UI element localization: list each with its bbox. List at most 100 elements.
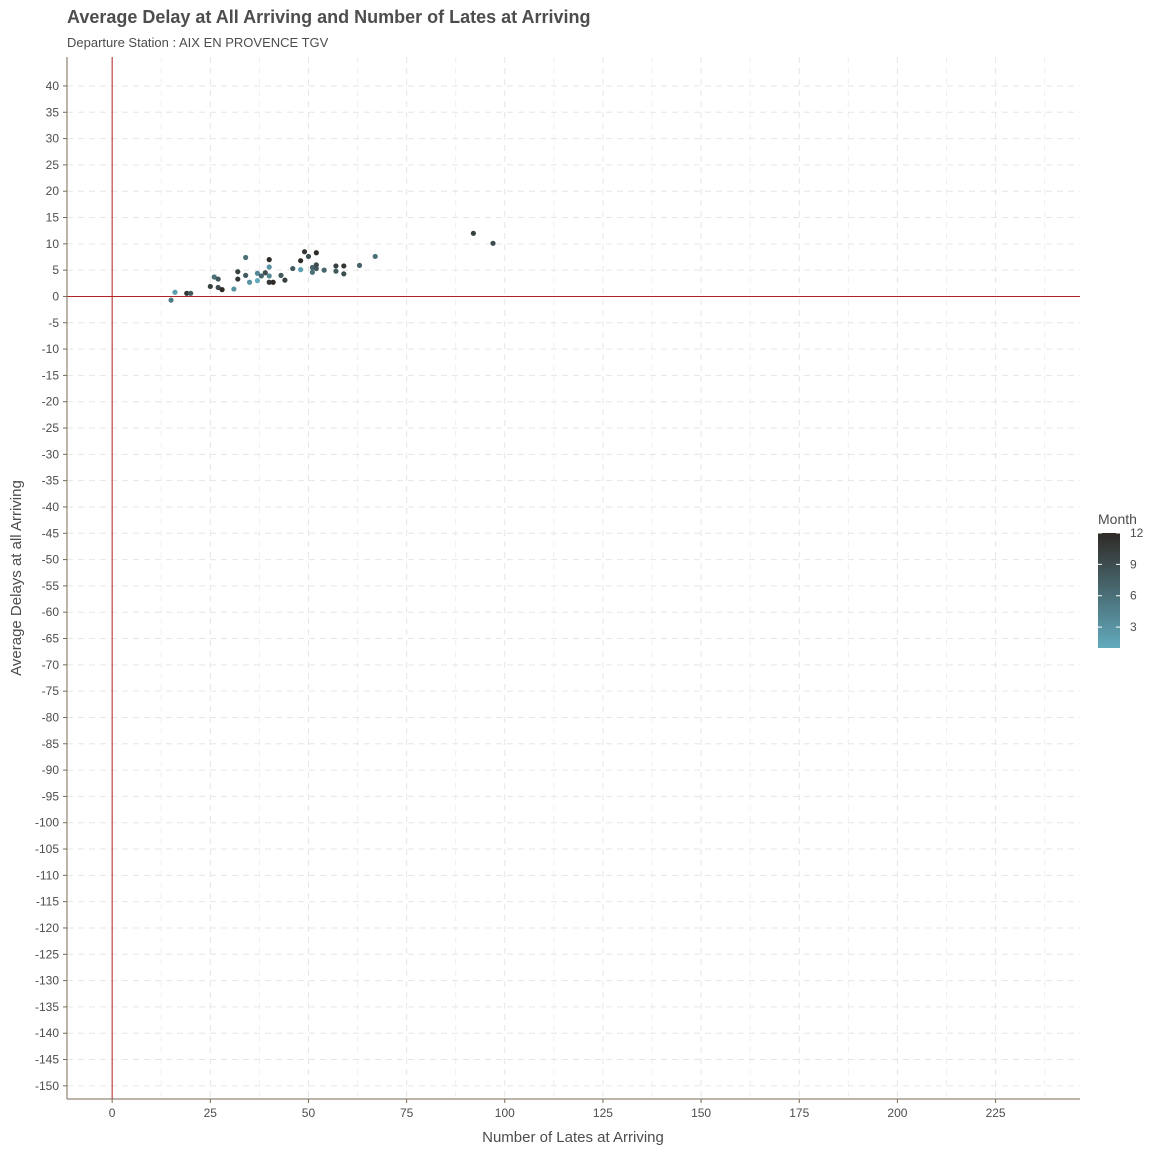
scatter-point <box>298 267 304 273</box>
scatter-point <box>246 279 253 285</box>
y-tick-label: -95 <box>42 789 60 803</box>
x-tick-label: 200 <box>887 1106 907 1120</box>
x-tick-label: 25 <box>204 1106 218 1120</box>
scatter-point <box>262 270 268 276</box>
x-tick-label: 225 <box>986 1106 1006 1120</box>
y-tick-label: -45 <box>42 526 60 540</box>
y-tick-label: -30 <box>42 447 60 461</box>
y-tick-label: 30 <box>46 132 60 146</box>
legend-ticks: 12 9 6 3 <box>1098 526 1144 634</box>
reference-lines <box>67 57 1080 1099</box>
scatter-point <box>309 269 315 275</box>
scatter-point <box>188 290 194 296</box>
scatter-point <box>172 289 178 295</box>
scatter-point <box>290 265 296 272</box>
grid-lines <box>67 57 1080 1099</box>
scatter-point <box>207 283 213 290</box>
scatter-point <box>243 254 249 261</box>
scatter-point <box>372 253 378 260</box>
x-tick-label: 125 <box>593 1106 613 1120</box>
scatter-point <box>184 290 190 296</box>
y-tick-label: -135 <box>35 1000 59 1014</box>
scatter-point <box>219 287 225 293</box>
y-tick-label: 0 <box>52 289 59 303</box>
y-tick-label: -115 <box>36 895 59 909</box>
scatter-point <box>211 274 217 280</box>
chart-subtitle: Departure Station : AIX EN PROVENCE TGV <box>67 35 329 50</box>
y-tick-label: -80 <box>42 710 60 724</box>
scatter-point <box>266 257 272 263</box>
y-tick-label: -50 <box>42 553 60 567</box>
scatter-point <box>266 264 272 270</box>
y-tick-label: -35 <box>42 474 60 488</box>
x-axis-title: Number of Lates at Arriving <box>482 1129 664 1146</box>
scatter-point <box>282 277 288 283</box>
y-tick-label: -15 <box>42 368 60 382</box>
y-tick-label: -55 <box>42 579 60 593</box>
y-tick-label: -90 <box>42 763 60 777</box>
y-axis-ticks: 40 35 30 25 20 15 10 5 0 -5 -10 -15 -20 -25 -30 -35 -40 -… <box>35 79 67 1093</box>
legend-label: 6 <box>1130 589 1137 603</box>
scatter-point <box>313 262 319 268</box>
y-axis-title: Average Delays at all Arriving <box>8 480 25 676</box>
y-tick-label: -85 <box>42 737 60 751</box>
chart-title: Average Delay at All Arriving and Number… <box>67 7 590 27</box>
y-tick-label: -105 <box>35 842 59 856</box>
color-legend: Month 12 9 6 3 <box>1098 511 1144 648</box>
scatter-point <box>235 269 241 275</box>
y-tick-label: 35 <box>46 105 60 119</box>
legend-title: Month <box>1098 511 1137 527</box>
y-tick-label: -70 <box>42 658 60 672</box>
x-tick-label: 175 <box>789 1106 809 1120</box>
y-tick-label: 25 <box>46 158 60 172</box>
y-tick-label: -125 <box>35 947 59 961</box>
y-tick-label: -100 <box>35 816 59 830</box>
y-tick-label: -130 <box>35 974 59 988</box>
y-tick-label: 20 <box>46 184 60 198</box>
y-tick-label: -5 <box>48 316 59 330</box>
x-tick-label: 0 <box>109 1106 116 1120</box>
legend-label: 12 <box>1130 526 1144 540</box>
x-tick-label: 50 <box>302 1106 316 1120</box>
y-tick-label: -25 <box>42 421 60 435</box>
y-tick-label: 15 <box>46 211 60 225</box>
scatter-point <box>490 240 496 246</box>
scatter-point <box>313 265 319 272</box>
y-tick-label: 40 <box>46 79 60 93</box>
y-tick-label: -65 <box>42 632 60 646</box>
y-tick-label: -145 <box>35 1053 59 1067</box>
scatter-point <box>321 267 327 273</box>
scatter-point <box>266 273 272 279</box>
axes <box>66 57 1080 1100</box>
y-tick-label: -40 <box>42 500 60 514</box>
legend-label: 3 <box>1130 620 1137 634</box>
scatter-point <box>333 268 339 274</box>
scatter-point <box>356 262 363 268</box>
scatter-point <box>168 297 174 303</box>
x-tick-label: 75 <box>400 1106 414 1120</box>
scatter-point <box>309 264 315 271</box>
scatter-point <box>301 249 308 255</box>
y-tick-label: -150 <box>35 1079 59 1093</box>
y-tick-label: -75 <box>42 684 60 698</box>
scatter-point <box>258 273 264 279</box>
scatter-point <box>278 272 284 278</box>
y-tick-label: -110 <box>36 868 59 882</box>
scatter-point <box>470 230 476 236</box>
scatter-point <box>266 279 272 285</box>
scatter-point <box>243 272 249 278</box>
scatter-point <box>215 284 221 291</box>
x-axis-ticks: 0 25 50 75 100 125 150 175 200 225 <box>109 1099 1006 1120</box>
scatter-point <box>231 286 237 292</box>
y-tick-label: 10 <box>46 237 60 251</box>
y-tick-label: -120 <box>35 921 59 935</box>
y-tick-label: -20 <box>42 395 60 409</box>
x-tick-label: 150 <box>691 1106 711 1120</box>
scatter-point <box>254 278 261 284</box>
scatter-point <box>305 253 312 260</box>
x-tick-label: 100 <box>495 1106 515 1120</box>
scatter-point <box>333 263 339 269</box>
y-tick-label: -60 <box>42 605 60 619</box>
scatter-point <box>254 270 261 276</box>
scatter-point <box>235 276 241 282</box>
